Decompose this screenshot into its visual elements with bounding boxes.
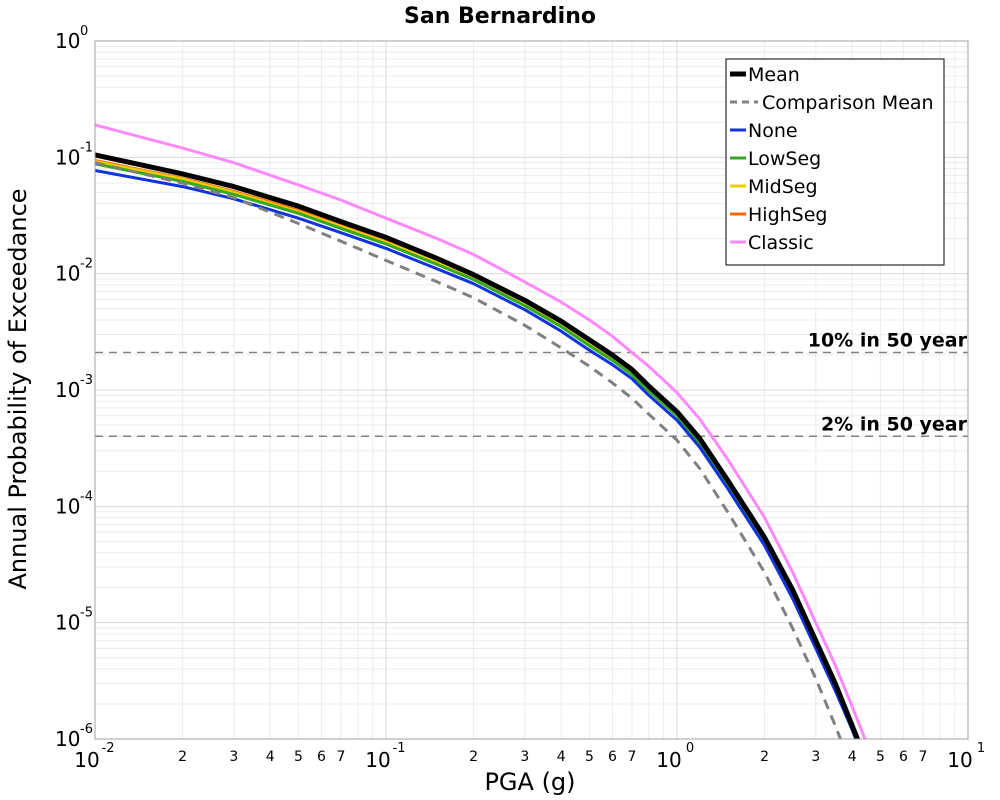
x-axis-label: PGA (g)	[484, 768, 575, 796]
x-tick-exponent: -1	[393, 741, 406, 756]
legend-label: MidSeg	[748, 176, 818, 198]
x-minor-tick-label: 5	[585, 749, 594, 765]
y-tick-exponent: -1	[80, 140, 93, 155]
x-axis-ticks: 10 -2 10 -1 10 0 10 12 3 4 5 6 7 2 3 4 5 6 7 2 3 4 5 6 7	[74, 741, 985, 772]
x-minor-tick-label: 5	[876, 749, 885, 765]
y-tick-exponent: -4	[80, 489, 93, 504]
x-minor-tick-label: 2	[760, 749, 769, 765]
x-minor-tick-label: 6	[608, 749, 617, 765]
legend-label: None	[748, 120, 798, 142]
x-minor-tick-label: 4	[266, 749, 275, 765]
series-lines	[95, 123, 867, 739]
legend-box	[725, 58, 945, 266]
x-minor-tick-label: 6	[317, 749, 326, 765]
series-line-none	[95, 169, 858, 739]
x-minor-tick-label: 4	[557, 749, 566, 765]
x-minor-tick-label: 3	[520, 749, 529, 765]
x-minor-tick-label: 7	[336, 749, 345, 765]
x-tick-label: 10	[947, 748, 972, 772]
legend-label: Comparison Mean	[762, 92, 934, 114]
x-minor-tick-label: 3	[229, 749, 238, 765]
x-tick-label: 10	[74, 748, 99, 772]
y-axis-label: Annual Probability of Exceedance	[4, 188, 32, 589]
y-tick-exponent: 0	[80, 24, 88, 39]
plot-border	[94, 40, 969, 740]
legend-label: LowSeg	[748, 148, 821, 170]
chart-title: San Bernardino	[404, 4, 596, 29]
x-minor-tick-label: 2	[469, 749, 478, 765]
series-line-comparison-mean	[95, 161, 843, 739]
legend-label: Mean	[748, 64, 800, 86]
x-tick-label: 10	[365, 748, 390, 772]
series-line-classic	[95, 123, 867, 739]
y-tick-label: 10	[55, 145, 80, 169]
reference-lines: 10% in 50 year 2% in 50 year	[95, 330, 968, 438]
x-minor-tick-label: 6	[899, 749, 908, 765]
legend-label: Classic	[748, 232, 814, 254]
x-minor-tick-label: 3	[811, 749, 820, 765]
y-tick-exponent: -6	[80, 722, 93, 737]
legend-label: HighSeg	[748, 204, 827, 226]
y-tick-label: 10	[55, 494, 80, 518]
y-tick-exponent: -5	[80, 606, 93, 621]
series-line-mean	[95, 152, 861, 739]
y-tick-label: 10	[55, 378, 80, 402]
x-minor-tick-label: 4	[848, 749, 857, 765]
reference-line-label: 2% in 50 year	[821, 413, 968, 435]
x-tick-exponent: 1	[977, 741, 985, 756]
x-tick-exponent: -2	[102, 741, 115, 756]
x-minor-tick-label: 7	[627, 749, 636, 765]
y-tick-exponent: -3	[80, 373, 93, 388]
y-tick-label: 10	[55, 29, 80, 53]
x-minor-tick-label: 5	[294, 749, 303, 765]
y-tick-label: 10	[55, 727, 80, 751]
y-tick-exponent: -2	[80, 257, 93, 272]
reference-line-label: 10% in 50 year	[808, 330, 968, 352]
legend: Mean Comparison Mean None LowSeg MidSeg HighS…	[725, 58, 945, 266]
x-tick-exponent: 0	[686, 741, 694, 756]
x-minor-tick-label: 7	[918, 749, 927, 765]
y-tick-label: 10	[55, 611, 80, 635]
x-tick-label: 10	[656, 748, 681, 772]
y-tick-label: 10	[55, 262, 80, 286]
x-minor-tick-label: 2	[178, 749, 187, 765]
plot-frame	[94, 40, 969, 740]
